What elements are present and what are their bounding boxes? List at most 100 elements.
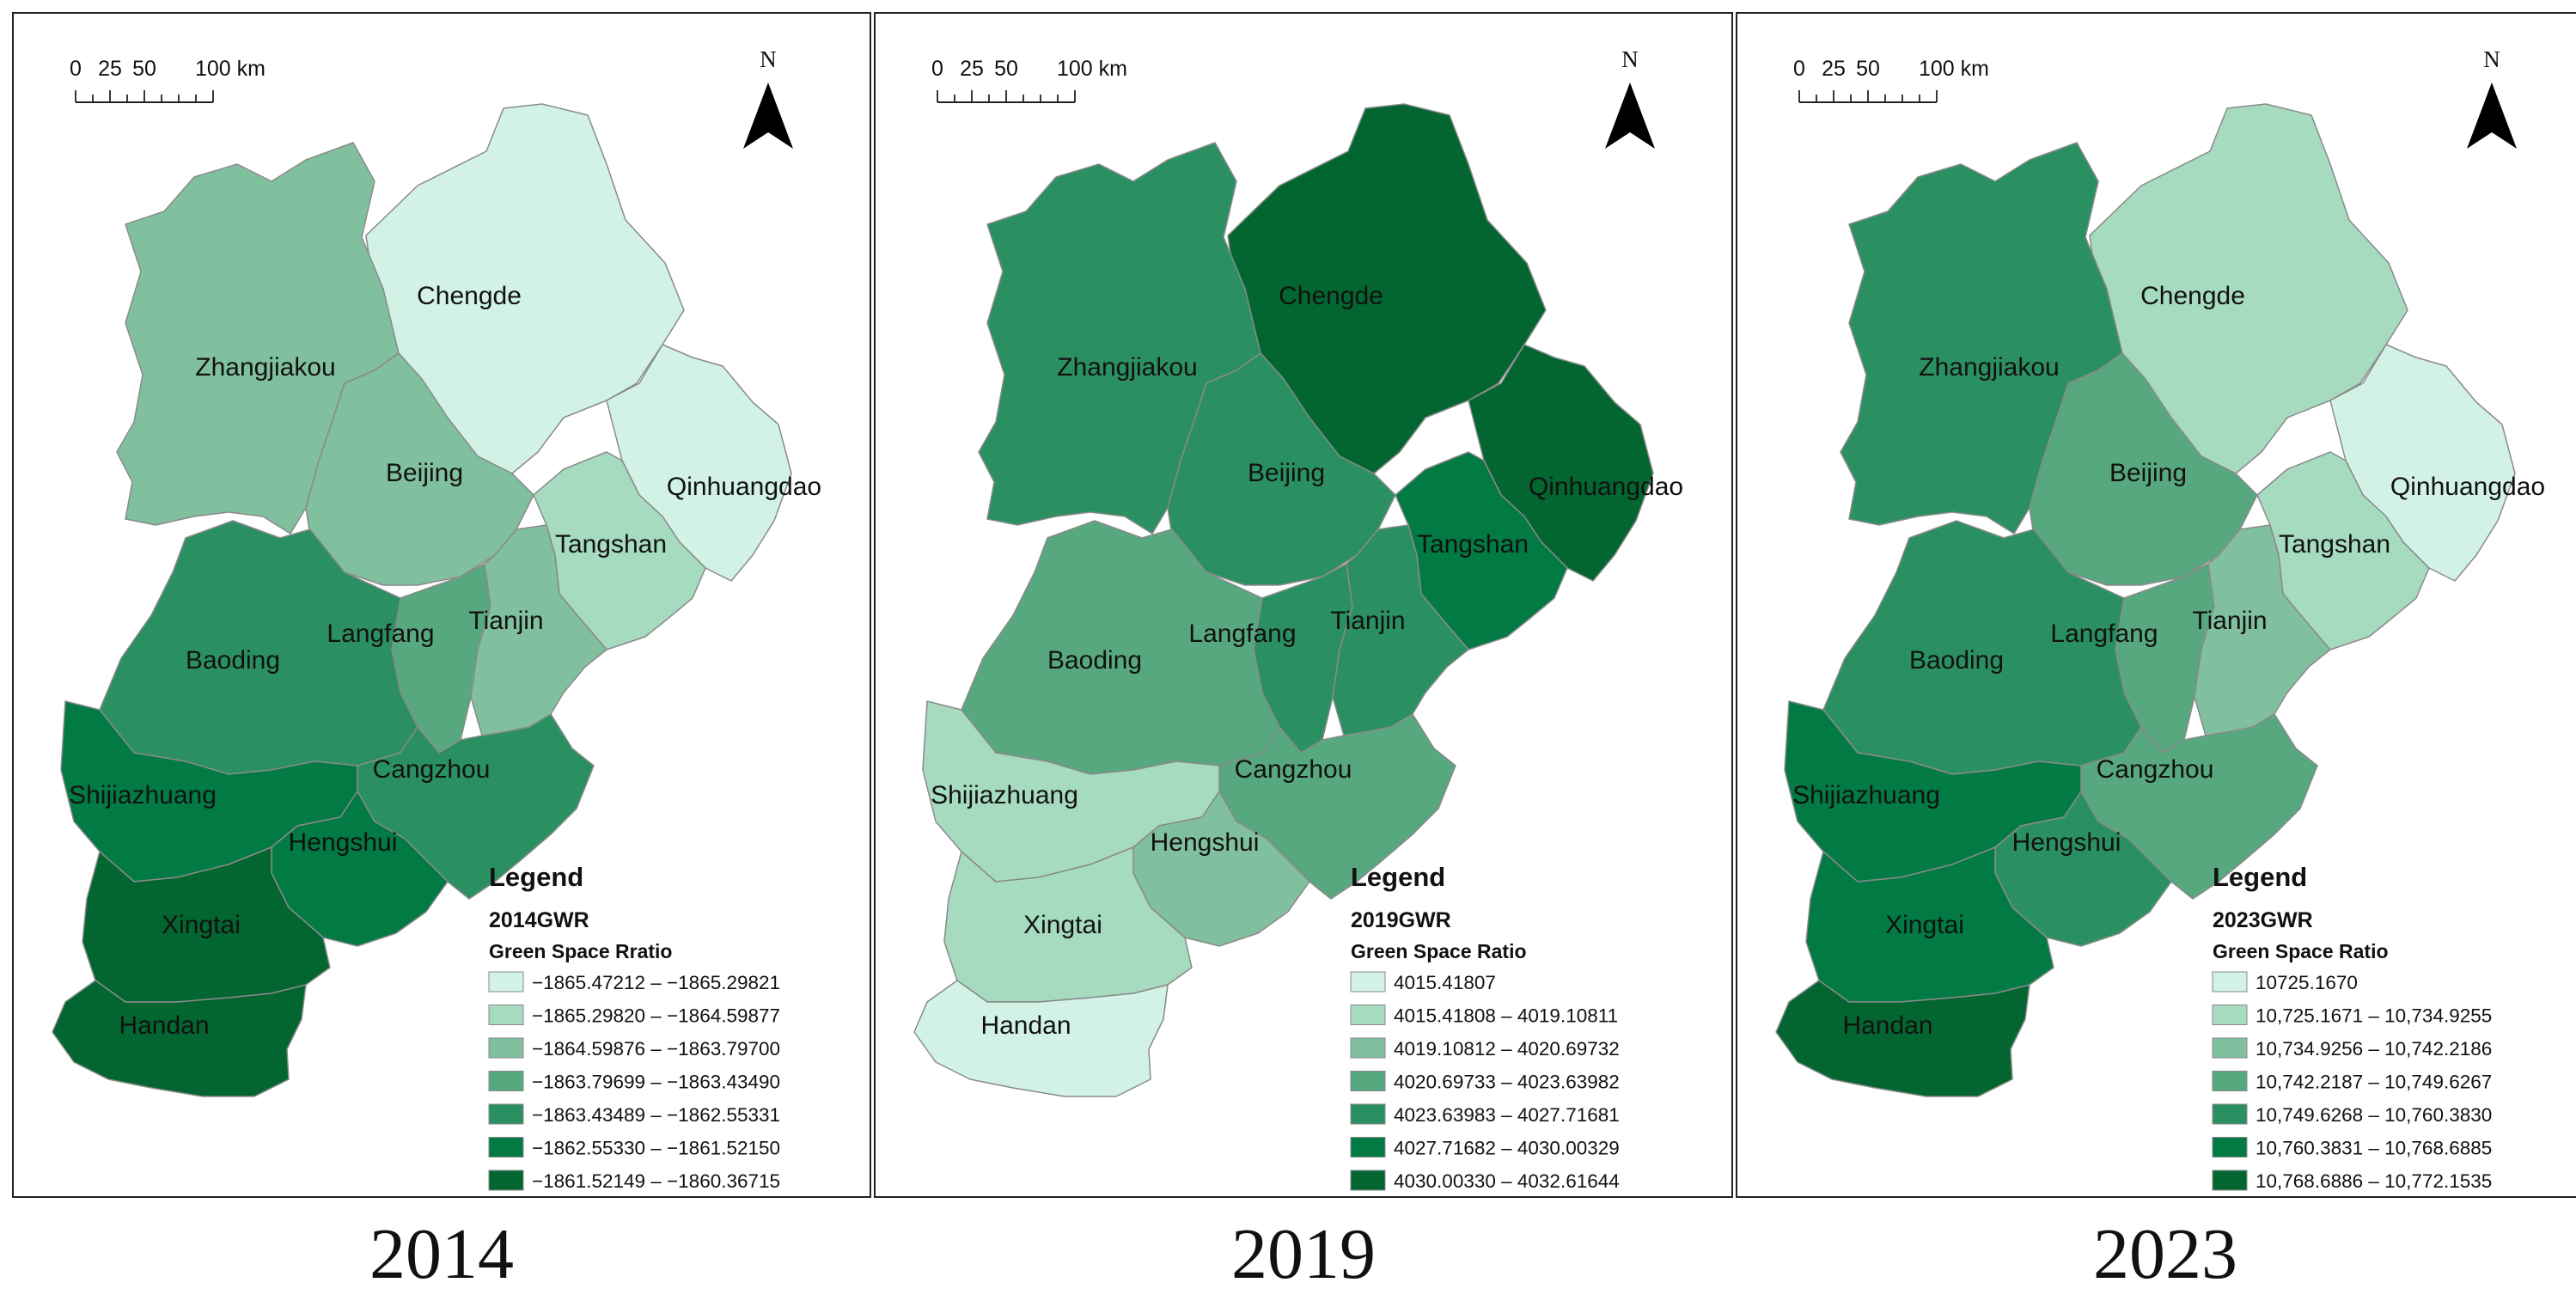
scale-bar-label: 50 bbox=[132, 57, 156, 81]
legend-item: −1863.79699 – −1863.43490 bbox=[532, 1072, 780, 1093]
north-arrow: N bbox=[743, 46, 793, 149]
legend-item: −1861.52149 – −1860.36715 bbox=[532, 1170, 780, 1192]
city-label-baoding: Baoding bbox=[1909, 646, 2004, 675]
legend-title: Legend bbox=[2213, 862, 2307, 892]
scale-bar-label: 50 bbox=[1856, 57, 1880, 81]
city-label-hengshui: Hengshui bbox=[2012, 828, 2121, 857]
legend-swatch bbox=[2212, 1005, 2248, 1025]
city-label-zhangjiakou: Zhangjiakou bbox=[1919, 353, 2059, 382]
legend-item: −1863.43489 – −1862.55331 bbox=[532, 1104, 780, 1126]
city-label-cangzhou: Cangzhou bbox=[373, 755, 491, 784]
legend-swatch bbox=[2212, 1071, 2248, 1091]
city-label-langfang: Langfang bbox=[1188, 620, 1296, 648]
city-label-tangshan: Tangshan bbox=[555, 530, 667, 559]
legend-subtitle: 2023GWR bbox=[2213, 908, 2313, 932]
legend-subtitle: 2014GWR bbox=[489, 908, 589, 932]
scale-bar: 0 25 50 100 km bbox=[931, 57, 1127, 103]
legend-swatch bbox=[2212, 971, 2248, 993]
legend-swatch bbox=[1350, 971, 1386, 993]
legend-item: 4020.69733 – 4023.63982 bbox=[1394, 1072, 1620, 1093]
city-label-tangshan: Tangshan bbox=[2279, 530, 2390, 559]
legend-swatch bbox=[1350, 1137, 1386, 1157]
legend-swatch bbox=[488, 1103, 524, 1125]
city-label-chengde: Chengde bbox=[417, 282, 522, 310]
legend-item: 4027.71682 – 4030.00329 bbox=[1394, 1138, 1620, 1159]
scale-bar: 0 25 50 100 km bbox=[1793, 57, 1989, 103]
region-xingtai bbox=[82, 846, 331, 1003]
city-label-qinhuangdao: Qinhuangdao bbox=[2390, 473, 2545, 501]
legend-variable: Green Space Rratio bbox=[489, 940, 672, 962]
legend-item: 4015.41807 bbox=[1394, 972, 1496, 993]
city-label-shijiazhuang: Shijiazhuang bbox=[931, 781, 1078, 809]
region-handan bbox=[913, 980, 1169, 1097]
region-tianjin bbox=[470, 524, 607, 736]
region-handan bbox=[52, 980, 307, 1097]
scale-bar-label: 0 bbox=[70, 57, 82, 81]
year-caption-2023: 2023 bbox=[2093, 1214, 2237, 1294]
map-svg: Chengde Zhangjiakou Beijing Qinhuangdao Tang… bbox=[52, 46, 821, 1192]
city-label-langfang: Langfang bbox=[327, 620, 434, 648]
city-label-zhangjiakou: Zhangjiakou bbox=[1057, 353, 1197, 382]
region-xingtai bbox=[1805, 846, 2054, 1003]
city-label-hengshui: Hengshui bbox=[289, 828, 398, 857]
city-label-hengshui: Hengshui bbox=[1151, 828, 1260, 857]
map-svg: Chengde Zhangjiakou Beijing Qinhuangdao Tang… bbox=[1775, 46, 2545, 1192]
legend-swatch bbox=[1350, 1170, 1386, 1191]
legend-swatch bbox=[488, 1137, 524, 1157]
legend-item: −1865.29820 – −1864.59877 bbox=[532, 1005, 780, 1027]
city-label-beijing: Beijing bbox=[2109, 459, 2187, 487]
legend-variable: Green Space Ratio bbox=[1351, 940, 1527, 962]
legend-item: 4030.00330 – 4032.61644 bbox=[1394, 1170, 1620, 1192]
legend-item: 10,734.9256 – 10,742.2186 bbox=[2256, 1038, 2492, 1060]
north-arrow-icon bbox=[1605, 82, 1655, 149]
legend: Legend 2023GWR Green Space Ratio 10725.1670… bbox=[2212, 862, 2492, 1192]
city-label-qinhuangdao: Qinhuangdao bbox=[667, 473, 821, 501]
north-label: N bbox=[1621, 46, 1639, 72]
legend-item: −1862.55330 – −1861.52150 bbox=[532, 1138, 780, 1159]
north-arrow: N bbox=[2467, 46, 2517, 149]
legend-item: 10725.1670 bbox=[2256, 972, 2358, 993]
legend-swatch bbox=[488, 1037, 524, 1059]
city-label-xingtai: Xingtai bbox=[1023, 911, 1102, 939]
city-label-tianjin: Tianjin bbox=[1330, 607, 1405, 635]
city-label-zhangjiakou: Zhangjiakou bbox=[195, 353, 335, 382]
scale-bar-label: 0 bbox=[1793, 57, 1805, 81]
city-label-shijiazhuang: Shijiazhuang bbox=[1792, 781, 1940, 809]
city-label-beijing: Beijing bbox=[386, 459, 463, 487]
city-label-qinhuangdao: Qinhuangdao bbox=[1529, 473, 1683, 501]
scale-bar-label: 25 bbox=[960, 57, 984, 81]
legend-item: 10,749.6268 – 10,760.3830 bbox=[2256, 1104, 2492, 1126]
year-caption-2019: 2019 bbox=[1231, 1214, 1376, 1294]
city-label-tianjin: Tianjin bbox=[2192, 607, 2267, 635]
scale-bar-label: 25 bbox=[98, 57, 122, 81]
legend-swatch bbox=[1350, 1005, 1386, 1025]
city-label-langfang: Langfang bbox=[2050, 620, 2158, 648]
north-label: N bbox=[760, 46, 777, 72]
city-label-chengde: Chengde bbox=[2140, 282, 2245, 310]
map-svg: Chengde Zhangjiakou Beijing Qinhuangdao Tang… bbox=[913, 46, 1683, 1192]
scale-bar-label: 100 km bbox=[195, 57, 266, 81]
legend-item: 4019.10812 – 4020.69732 bbox=[1394, 1038, 1620, 1060]
region-xingtai bbox=[943, 846, 1193, 1003]
scale-bar-label: 25 bbox=[1822, 57, 1846, 81]
city-label-xingtai: Xingtai bbox=[1885, 911, 1964, 939]
city-label-xingtai: Xingtai bbox=[162, 911, 241, 939]
legend-item: 4023.63983 – 4027.71681 bbox=[1394, 1104, 1620, 1126]
legend-item: 4015.41808 – 4019.10811 bbox=[1394, 1005, 1618, 1027]
regions bbox=[1775, 103, 2516, 1097]
year-caption-2014: 2014 bbox=[369, 1214, 514, 1294]
city-label-handan: Handan bbox=[980, 1011, 1071, 1040]
legend-swatch bbox=[488, 1170, 524, 1191]
city-label-shijiazhuang: Shijiazhuang bbox=[69, 781, 217, 809]
map-panel-2014: Chengde Zhangjiakou Beijing Qinhuangdao Tang… bbox=[12, 12, 871, 1198]
scale-bar-label: 100 km bbox=[1919, 57, 1989, 81]
map-panel-2023: Chengde Zhangjiakou Beijing Qinhuangdao Tang… bbox=[1736, 12, 2576, 1198]
region-tianjin bbox=[2194, 524, 2331, 736]
legend-swatch bbox=[488, 1005, 524, 1025]
city-label-baoding: Baoding bbox=[186, 646, 280, 675]
legend-subtitle: 2019GWR bbox=[1351, 908, 1451, 932]
city-label-handan: Handan bbox=[1842, 1011, 1932, 1040]
legend-item: −1865.47212 – −1865.29821 bbox=[532, 972, 780, 993]
map-panel-2019: Chengde Zhangjiakou Beijing Qinhuangdao Tang… bbox=[874, 12, 1733, 1198]
legend-item: 10,725.1671 – 10,734.9255 bbox=[2256, 1005, 2492, 1027]
